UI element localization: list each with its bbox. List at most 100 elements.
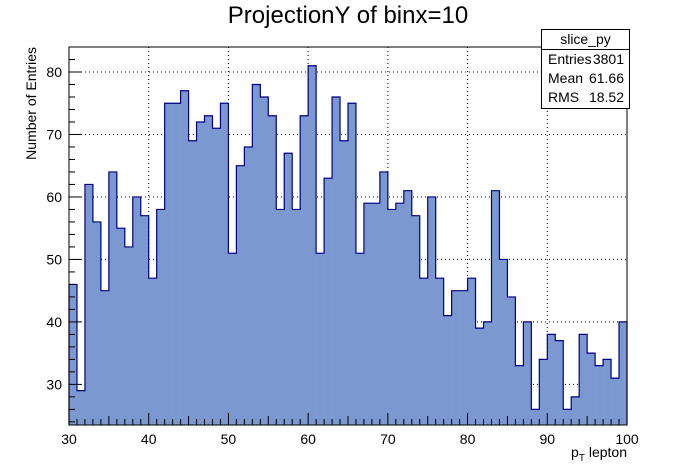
stats-key: Entries: [548, 51, 592, 67]
histogram-bar: [427, 196, 436, 425]
histogram-bar: [84, 184, 94, 425]
x-tick-label: 80: [460, 431, 476, 447]
histogram-bar: [563, 409, 572, 425]
stats-row-mean: Mean 61.66: [542, 69, 629, 88]
histogram-bar: [276, 209, 285, 425]
histogram-bar: [252, 84, 261, 425]
histogram-bar: [236, 165, 245, 425]
y-tick-label: 30: [46, 376, 62, 392]
histogram-bar: [348, 103, 357, 425]
chart-title: ProjectionY of binx=10: [227, 2, 469, 29]
y-tick-label: 70: [46, 126, 62, 142]
histogram-bar: [523, 321, 532, 425]
histogram-bar: [316, 253, 325, 425]
stats-value: 3801: [592, 51, 624, 67]
histogram-bar: [69, 284, 78, 425]
histogram-bar: [395, 203, 405, 425]
histogram-bar: [228, 253, 237, 425]
histogram-bar: [92, 221, 102, 425]
histogram-bar: [491, 190, 500, 425]
x-tick-label: 70: [380, 431, 396, 447]
stats-row-rms: RMS 18.52: [542, 88, 629, 107]
histogram-bar: [100, 290, 110, 425]
histogram-bar: [611, 378, 620, 425]
histogram-outline: [68, 65, 628, 425]
axes: [68, 46, 628, 426]
x-axis-label: pT lepton: [571, 444, 627, 464]
histogram-bar: [459, 290, 468, 425]
stats-key: Mean: [548, 70, 584, 86]
histogram-bar: [212, 128, 221, 425]
histogram-bar: [603, 359, 612, 425]
stats-row-entries: Entries 3801: [542, 50, 629, 69]
histogram-bar: [451, 290, 460, 425]
axis-labels: 30 40 50 60 70 80 90 100 30 40 50 60 70 80 Number of E…: [23, 47, 639, 464]
histogram-bar: [475, 328, 484, 425]
histogram-bars: [68, 65, 628, 426]
stats-title: slice_py: [542, 30, 629, 50]
y-tick-label: 40: [46, 314, 62, 330]
y-axis-label: Number of Entries: [23, 47, 39, 160]
histogram-bar: [355, 253, 365, 425]
histogram-bar: [539, 359, 548, 425]
histogram-bar: [435, 278, 444, 425]
histogram-bar: [324, 178, 333, 425]
histogram-bar: [340, 140, 349, 426]
histogram-bar: [595, 365, 604, 425]
histogram-bar: [140, 215, 150, 425]
histogram-bar: [387, 209, 397, 425]
histogram-bar: [300, 115, 309, 426]
x-tick-label: 90: [539, 431, 555, 447]
histogram-bar: [499, 259, 508, 425]
histogram-bar: [148, 278, 157, 425]
histogram-bar: [332, 96, 341, 426]
histogram-bar: [124, 246, 134, 425]
stats-value: 18.52: [588, 89, 624, 105]
histogram-bar: [220, 103, 229, 425]
histogram-bar: [531, 409, 540, 425]
x-tick-label: 60: [300, 431, 316, 447]
histogram-bar: [467, 278, 476, 425]
histogram-bar: [547, 334, 556, 425]
histogram-bar: [579, 334, 588, 425]
histogram-bar: [180, 90, 189, 425]
histogram-bar: [284, 153, 293, 425]
histogram-bar: [619, 321, 628, 425]
histogram-bar: [443, 315, 452, 425]
histogram-bar: [260, 96, 269, 426]
histogram-bar: [196, 121, 205, 425]
histogram-bar: [403, 190, 413, 425]
histogram-bar: [507, 296, 516, 425]
histogram-bar: [132, 196, 142, 425]
histogram-bar: [76, 390, 86, 425]
histogram-bar: [363, 203, 373, 425]
histogram-bar: [571, 396, 580, 425]
histogram-bar: [419, 278, 429, 425]
histogram-bar: [587, 353, 596, 425]
histogram-bar: [515, 365, 524, 425]
histogram-bar: [379, 171, 389, 425]
histogram-bar: [308, 65, 317, 425]
stats-value: 61.66: [588, 70, 624, 86]
histogram-bar: [555, 340, 564, 425]
stats-box: slice_py Entries 3801 Mean 61.66 RMS 18.…: [541, 29, 630, 109]
x-tick-label: 100: [615, 431, 639, 447]
histogram-bar: [292, 209, 301, 425]
histogram-bar: [483, 321, 492, 425]
histogram-bar: [244, 146, 253, 425]
histogram-bar: [108, 171, 118, 425]
histogram-bar: [204, 115, 213, 426]
histogram-bar: [164, 103, 173, 425]
x-tick-label: 50: [221, 431, 237, 447]
y-tick-label: 60: [46, 189, 62, 205]
histogram-bar: [156, 209, 165, 425]
histogram-bar: [172, 103, 181, 425]
histogram-bar: [188, 140, 197, 426]
stats-key: RMS: [548, 89, 580, 105]
histogram-bar: [116, 228, 126, 425]
histogram-bar: [411, 215, 421, 425]
histogram-bar: [268, 115, 277, 426]
histogram-bar: [371, 203, 381, 425]
